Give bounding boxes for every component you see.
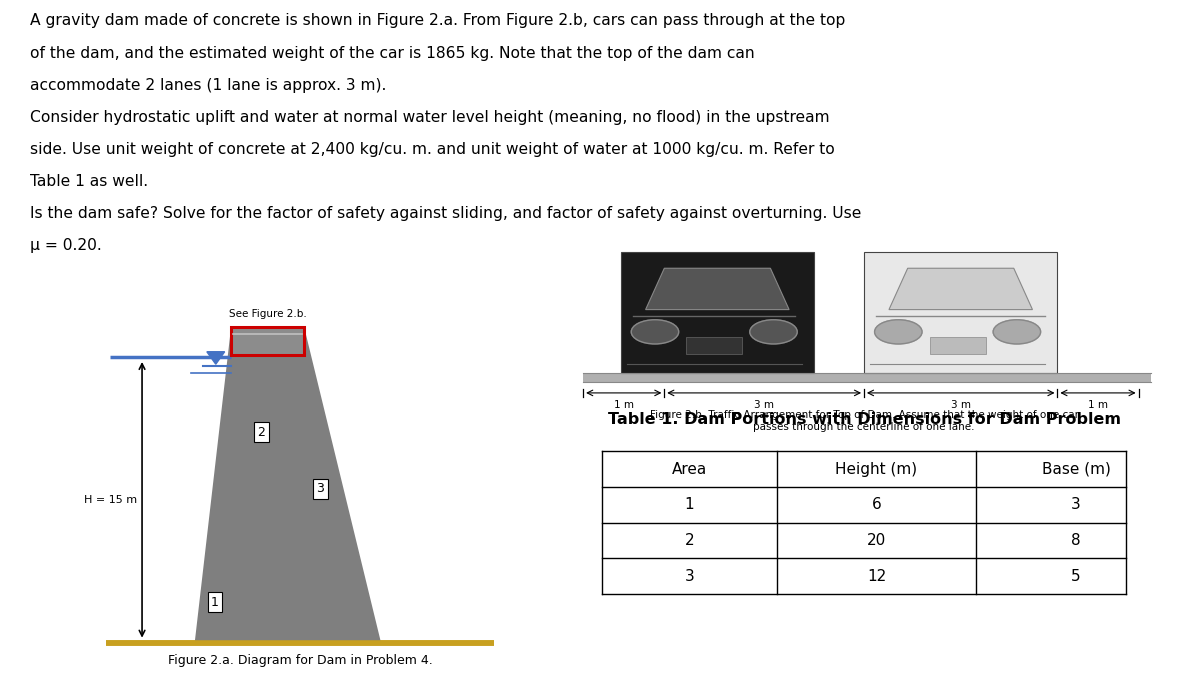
Text: 3 m: 3 m: [754, 400, 774, 410]
Circle shape: [994, 320, 1040, 344]
Text: Figure 2.b. Traffic Arrangement for Top of Dam. Assume that the weight of one ca: Figure 2.b. Traffic Arrangement for Top …: [649, 410, 1079, 432]
Bar: [930, 337, 985, 354]
Text: accommodate 2 lanes (1 lane is approx. 3 m).: accommodate 2 lanes (1 lane is approx. 3…: [30, 78, 386, 92]
Text: Is the dam safe? Solve for the factor of safety against sliding, and factor of s: Is the dam safe? Solve for the factor of…: [30, 206, 862, 221]
Bar: [232, 327, 304, 355]
Text: 1 m: 1 m: [1088, 400, 1108, 410]
Text: 12: 12: [866, 569, 886, 584]
Text: 1 m: 1 m: [613, 400, 634, 410]
Text: side. Use unit weight of concrete at 2,400 kg/cu. m. and unit weight of water at: side. Use unit weight of concrete at 2,4…: [30, 142, 835, 157]
Bar: [620, 252, 814, 373]
Polygon shape: [206, 352, 224, 364]
Text: 3: 3: [317, 482, 324, 495]
Polygon shape: [889, 268, 1032, 310]
Text: 20: 20: [866, 533, 886, 548]
Text: 8: 8: [1072, 533, 1081, 548]
Bar: [583, 373, 1151, 382]
Text: 5: 5: [1072, 569, 1081, 584]
Text: μ = 0.20.: μ = 0.20.: [30, 238, 102, 253]
Text: 3: 3: [684, 569, 694, 584]
Circle shape: [875, 320, 922, 344]
Text: 6: 6: [871, 497, 881, 512]
Text: 2: 2: [258, 425, 265, 439]
Text: H = 15 m: H = 15 m: [84, 495, 137, 505]
Bar: [686, 337, 743, 354]
Circle shape: [750, 320, 797, 344]
Text: Table 1. Dam Portions with Dimensions for Dam Problem: Table 1. Dam Portions with Dimensions fo…: [607, 412, 1121, 427]
Text: of the dam, and the estimated weight of the car is 1865 kg. Note that the top of: of the dam, and the estimated weight of …: [30, 46, 755, 61]
Text: See Figure 2.b.: See Figure 2.b.: [229, 309, 306, 319]
Text: 2: 2: [684, 533, 694, 548]
Bar: [864, 252, 1057, 373]
Text: Area: Area: [672, 462, 707, 477]
Text: Table 1 as well.: Table 1 as well.: [30, 174, 148, 189]
Text: Height (m): Height (m): [835, 462, 918, 477]
Text: 1: 1: [684, 497, 694, 512]
Text: 3: 3: [1072, 497, 1081, 512]
Polygon shape: [194, 327, 382, 643]
Polygon shape: [646, 268, 790, 310]
Text: 3 m: 3 m: [950, 400, 971, 410]
Text: 1: 1: [211, 595, 218, 609]
Text: Figure 2.a. Diagram for Dam in Problem 4.: Figure 2.a. Diagram for Dam in Problem 4…: [168, 654, 432, 667]
Text: A gravity dam made of concrete is shown in Figure 2.a. From Figure 2.b, cars can: A gravity dam made of concrete is shown …: [30, 14, 845, 28]
Circle shape: [631, 320, 679, 344]
Text: Consider hydrostatic uplift and water at normal water level height (meaning, no : Consider hydrostatic uplift and water at…: [30, 110, 829, 125]
Text: Base (m): Base (m): [1042, 462, 1110, 477]
